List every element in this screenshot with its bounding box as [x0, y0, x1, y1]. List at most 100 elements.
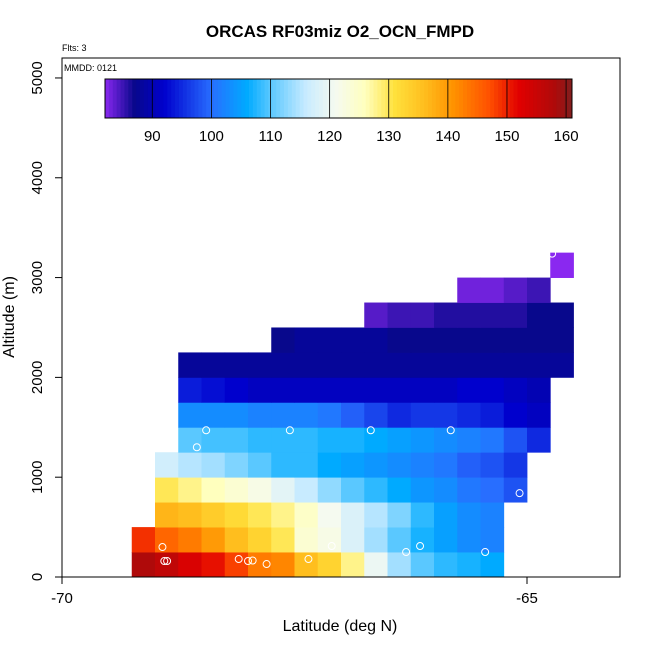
colorbar-segment: [252, 79, 258, 118]
colorbar-segment: [276, 79, 281, 118]
heatmap-cell: [480, 377, 505, 403]
colorbar-segment: [120, 79, 125, 118]
flight-point: [163, 557, 172, 566]
heatmap-cell: [364, 502, 388, 528]
heatmap-cell: [457, 352, 481, 378]
heatmap-cell: [434, 502, 458, 528]
colorbar-segment: [346, 79, 351, 118]
heatmap-cell: [248, 427, 272, 453]
colorbar-segment: [486, 79, 491, 118]
heatmap-cell: [248, 452, 272, 478]
y-tick-label: 0: [29, 573, 46, 581]
colorbar-tick-label: 130: [376, 128, 401, 145]
heatmap-cell: [271, 477, 295, 503]
heatmap-cell: [224, 502, 249, 528]
heatmap-cell: [131, 552, 156, 577]
heatmap-cell: [248, 352, 272, 378]
heatmap-cell: [410, 552, 435, 577]
heatmap-cell: [317, 402, 342, 428]
heatmap-cell: [503, 477, 528, 503]
colorbar-segment: [501, 79, 507, 118]
heatmap-cell: [387, 327, 412, 353]
colorbar-segment: [455, 79, 460, 118]
heatmap-cell: [317, 427, 342, 453]
colorbar-segment: [478, 79, 483, 118]
heatmap-cell: [387, 527, 412, 553]
flight-points: [155, 249, 557, 569]
heatmap-cell: [294, 352, 319, 378]
heatmap-cell: [550, 302, 574, 328]
colorbar-segment: [140, 79, 145, 118]
colorbar-tick-label: 100: [199, 128, 224, 145]
colorbar-segment: [264, 79, 269, 118]
heatmap-cell: [503, 277, 528, 303]
heatmap-cell: [434, 452, 458, 478]
colorbar-segment: [287, 79, 293, 118]
heatmap-cell: [178, 377, 202, 403]
heatmap-cell: [527, 427, 551, 453]
heatmap-cell: [224, 352, 249, 378]
colorbar-segment: [182, 79, 188, 118]
heatmap-cell: [364, 327, 388, 353]
heatmap-cell: [457, 502, 481, 528]
heatmap-cell: [410, 477, 435, 503]
heatmap-cell: [271, 402, 295, 428]
colorbar-segment: [459, 79, 464, 118]
heatmap-cell: [410, 452, 435, 478]
heatmap-cell: [364, 352, 388, 378]
heatmap-cell: [178, 477, 202, 503]
colorbar-segment: [377, 79, 382, 118]
flight-point: [158, 543, 167, 552]
colorbar-segment: [443, 79, 448, 118]
chart-title: ORCAS RF03miz O2_OCN_FMPD: [206, 22, 474, 41]
colorbar-segment: [190, 79, 196, 118]
y-tick-label: 1000: [29, 461, 46, 494]
heatmap-cell: [201, 352, 226, 378]
colorbar-segment: [529, 79, 534, 118]
heatmap-cell: [364, 452, 388, 478]
heatmap-cell: [457, 402, 481, 428]
colorbar-segment: [256, 79, 262, 118]
colorbar-segment: [392, 79, 398, 118]
colorbar-segment: [245, 79, 250, 118]
colorbar-segment: [408, 79, 413, 118]
colorbar-segment: [517, 79, 522, 118]
heatmap-cell: [457, 277, 481, 303]
colorbar-segment: [116, 79, 122, 118]
colorbar-segment: [322, 79, 328, 118]
colorbar-segment: [175, 79, 180, 118]
colorbar-segment: [221, 79, 227, 118]
heatmap-cell: [410, 352, 435, 378]
colorbar-segment: [338, 79, 343, 118]
heatmap-cell: [434, 552, 458, 577]
colorbar-segment: [548, 79, 554, 118]
colorbar-segment: [521, 79, 526, 118]
heatmap-cell: [457, 427, 481, 453]
heatmap-cell: [341, 527, 365, 553]
colorbar-segment: [544, 79, 550, 118]
colorbar-segment: [186, 79, 192, 118]
heatmap-cell: [434, 352, 458, 378]
heatmap-cell: [178, 552, 202, 577]
colorbar-segment: [132, 79, 137, 118]
colorbar-segment: [210, 79, 215, 118]
colorbar-segment: [128, 79, 133, 118]
heatmap-cell: [248, 552, 272, 577]
heatmap-cell: [364, 302, 388, 328]
heatmap-cell: [271, 552, 295, 577]
heatmap-cell: [317, 502, 342, 528]
colorbar-segment: [163, 79, 168, 118]
heatmap-cell: [317, 377, 342, 403]
heatmap-cell: [503, 377, 528, 403]
flight-point: [481, 548, 490, 557]
colorbar-segment: [412, 79, 417, 118]
heatmap-cell: [527, 402, 551, 428]
heatmap-cell: [364, 477, 388, 503]
colorbar-segment: [474, 79, 480, 118]
heatmap-cell: [387, 352, 412, 378]
heatmap-cell: [364, 402, 388, 428]
colorbar-segment: [178, 79, 184, 118]
colorbar-segment: [280, 79, 285, 118]
heatmap-cell: [550, 352, 574, 378]
colorbar-segment: [229, 79, 234, 118]
